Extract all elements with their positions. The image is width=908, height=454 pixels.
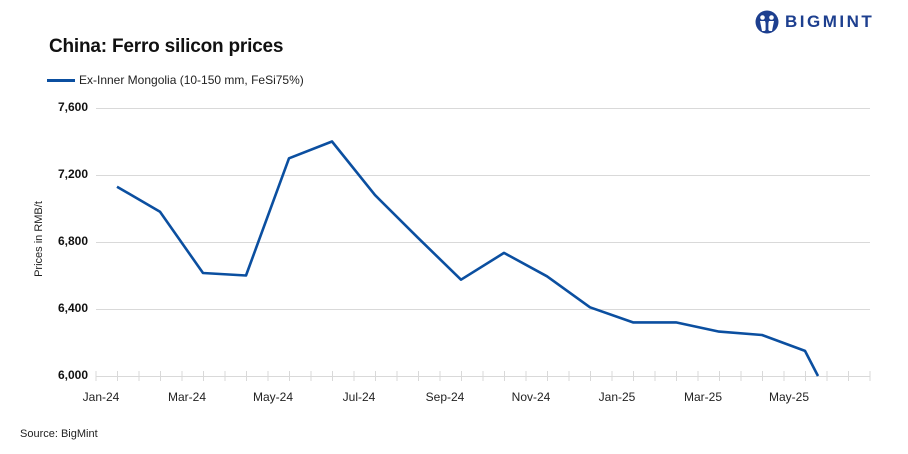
- y-tick-label: 6,800: [57, 234, 88, 248]
- x-tick-label: Mar-24: [167, 390, 207, 404]
- x-tick-label: May-24: [252, 390, 294, 404]
- bigmint-logo-icon: [755, 10, 779, 34]
- x-tick-label: Jan-24: [82, 390, 120, 404]
- y-tick-label: 7,600: [57, 100, 88, 114]
- chart-legend: Ex-Inner Mongolia (10-150 mm, FeSi75%): [47, 73, 304, 87]
- x-tick-label: Nov-24: [511, 390, 551, 404]
- bigmint-logo: BIGMINT: [755, 10, 874, 34]
- y-tick-label: 6,000: [57, 368, 88, 382]
- logo-text: BIGMINT: [785, 12, 875, 31]
- x-tick-label: Mar-25: [683, 390, 723, 404]
- x-tick-label: Sep-24: [425, 390, 465, 404]
- y-tick-label: 6,400: [57, 301, 88, 315]
- x-axis-ticks: [95, 371, 871, 381]
- chart-title: China: Ferro silicon prices: [49, 36, 284, 57]
- price-series-line: [116, 140, 820, 377]
- x-tick-label: Jul-24: [342, 390, 376, 404]
- legend-label: Ex-Inner Mongolia (10-150 mm, FeSi75%): [79, 73, 304, 87]
- gridlines: [96, 108, 870, 377]
- source-note: Source: BigMint: [20, 428, 98, 440]
- legend-line-swatch: [47, 78, 75, 82]
- x-tick-label: Jan-25: [598, 390, 636, 404]
- x-tick-label: May-25: [768, 390, 810, 404]
- y-tick-label: 7,200: [57, 167, 88, 181]
